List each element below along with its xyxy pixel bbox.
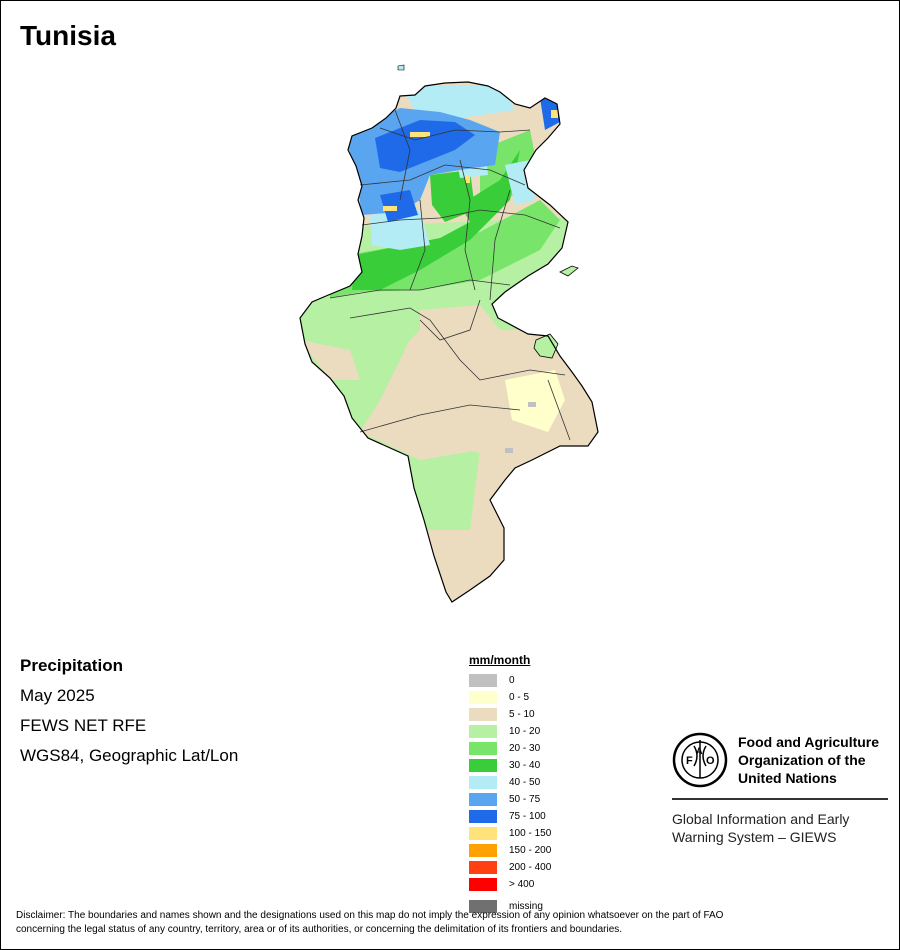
country-outline [299,81,599,603]
legend-row: 50 - 75 [469,791,551,808]
precipitation-fill [300,82,598,602]
emblem-letter-o: O [706,755,715,767]
fao-emblem-icon: F O A [672,732,728,788]
legend-row: 30 - 40 [469,757,551,774]
legend-row: 40 - 50 [469,774,551,791]
legend-label: 150 - 200 [509,845,552,856]
source-label: FEWS NET RFE [20,716,147,735]
logo-divider [672,798,888,800]
legend-row: 20 - 30 [469,740,551,757]
legend-swatch [469,844,497,857]
giews-line-1: Global Information and Early [672,811,850,827]
legend-label: 40 - 50 [509,777,541,788]
legend: mm/month 0 0 - 5 5 - 10 10 - 20 20 - 30 30 - … [469,652,551,915]
legend-swatch [469,708,497,721]
legend-label: 20 - 30 [509,743,541,754]
legend-label: 200 - 400 [509,862,552,873]
giews-line-2: Warning System – GIEWS [672,829,837,845]
legend-label: 100 - 150 [509,828,552,839]
legend-row: 150 - 200 [469,842,551,859]
legend-unit: mm/month [469,653,531,667]
org-line-1: Food and Agriculture [738,734,880,750]
org-line-2: Organization of the [738,752,866,768]
kerkennah-island [559,265,579,277]
legend-label: 30 - 40 [509,760,541,771]
legend-swatch [469,759,497,772]
map-info: Precipitation May 2025 FEWS NET RFE WGS8… [20,656,238,776]
legend-swatch [469,674,497,687]
precipitation-map [299,64,599,603]
legend-label-missing: missing [509,901,543,912]
legend-label: 50 - 75 [509,794,541,805]
legend-row-missing: missing [469,898,551,915]
org-line-3: United Nations [738,770,837,786]
legend-swatch [469,742,497,755]
legend-row: 75 - 100 [469,808,551,825]
legend-swatch [469,793,497,806]
legend-label: 0 - 5 [509,692,530,703]
emblem-letter-f: F [686,755,693,767]
legend-row: > 400 [469,876,551,893]
legend-label: 75 - 100 [509,811,546,822]
legend-label: > 400 [509,879,535,890]
djerba-island [533,333,559,359]
legend-row: 0 [469,672,551,689]
period-label: May 2025 [20,686,95,705]
admin-boundaries [329,109,571,441]
legend-label: 10 - 20 [509,726,541,737]
map-title: Tunisia [20,20,116,51]
legend-swatch [469,691,497,704]
legend-classes: 0 0 - 5 5 - 10 10 - 20 20 - 30 30 - 40 40 - 50… [469,672,551,893]
projection-label: WGS84, Geographic Lat/Lon [20,746,239,765]
galite-island [397,64,405,71]
legend-label: 5 - 10 [509,709,535,720]
legend-row: 200 - 400 [469,859,551,876]
legend-swatch [469,776,497,789]
fao-logo-block: F O A Food and Agriculture Organization … [672,732,888,846]
disclaimer-line-2: concerning the legal status of any count… [16,924,623,935]
legend-swatch [469,878,497,891]
legend-swatch [469,725,497,738]
emblem-letter-a: A [696,746,703,756]
legend-row: 10 - 20 [469,723,551,740]
legend-swatch [469,810,497,823]
variable-label: Precipitation [20,656,123,675]
legend-row: 0 - 5 [469,689,551,706]
legend-swatch [469,861,497,874]
giews-name: Global Information and Early Warning Sys… [672,810,888,846]
legend-swatch [469,827,497,840]
disclaimer: Disclaimer: The boundaries and names sho… [16,909,886,937]
fao-org-name: Food and Agriculture Organization of the… [738,733,879,787]
legend-row: 100 - 150 [469,825,551,842]
legend-row: 5 - 10 [469,706,551,723]
disclaimer-line-1: Disclaimer: The boundaries and names sho… [16,910,724,921]
legend-label: 0 [509,675,515,686]
legend-swatch-missing [469,900,497,913]
